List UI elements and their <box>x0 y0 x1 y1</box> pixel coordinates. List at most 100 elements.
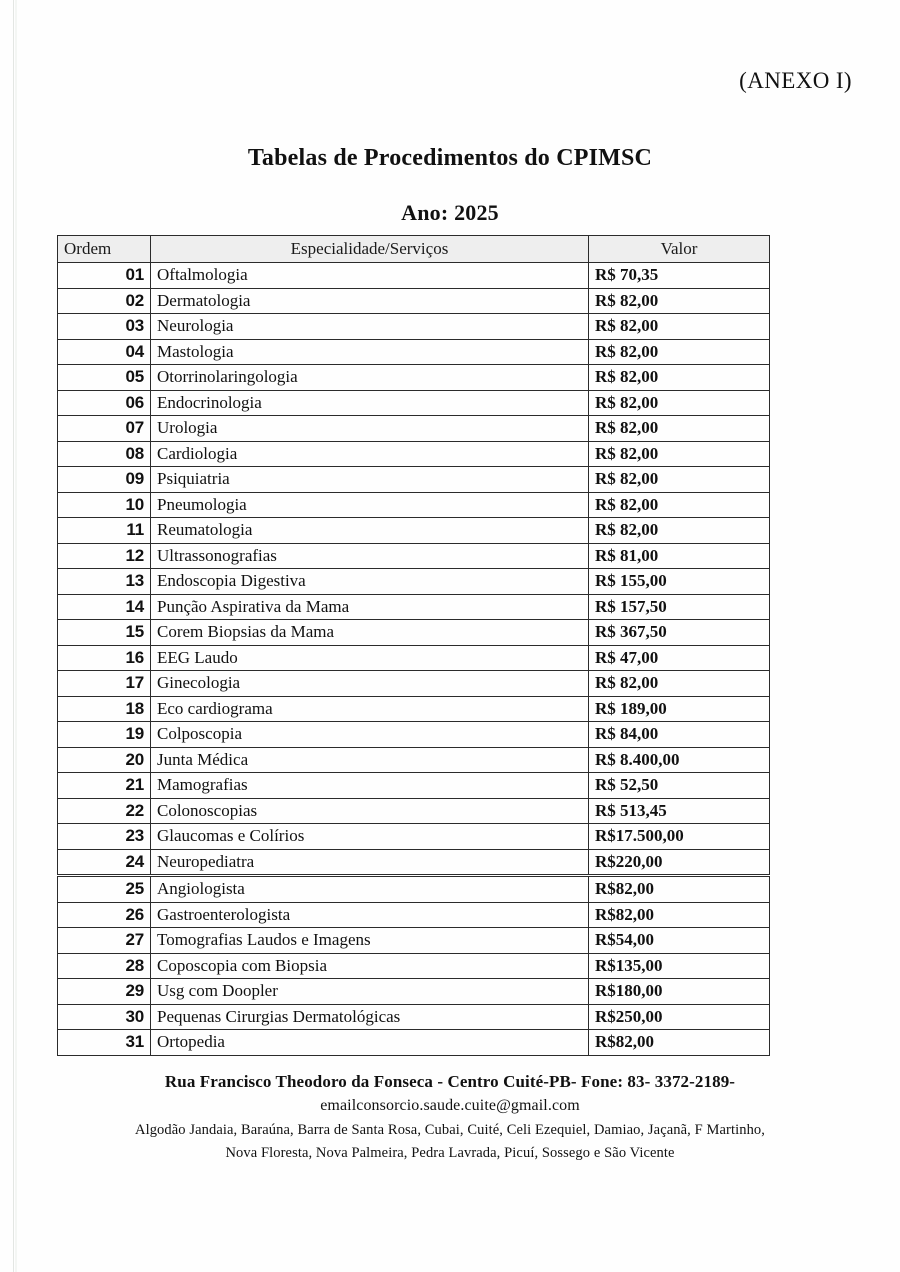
table-row: 28 Coposcopia com Biopsia R$135,00 <box>57 952 770 979</box>
cell-especialidade: Cardiologia <box>150 440 589 467</box>
procedures-table: Ordem Especialidade/Serviços Valor 01 Oft… <box>57 235 770 1056</box>
cell-ordem: 23 <box>57 823 151 850</box>
cell-especialidade: Angiologista <box>150 874 589 903</box>
cell-valor: R$220,00 <box>588 848 770 876</box>
cell-ordem: 27 <box>57 927 151 954</box>
cell-valor: R$135,00 <box>588 952 770 979</box>
page-title: Tabelas de Procedimentos do CPIMSC <box>247 145 653 172</box>
cell-valor: R$ 82,00 <box>588 517 770 544</box>
cell-especialidade: Endocrinologia <box>150 389 589 416</box>
cell-especialidade: Ginecologia <box>150 670 589 697</box>
cell-especialidade: Neuropediatra <box>150 848 589 876</box>
cell-ordem: 12 <box>57 542 151 569</box>
footer-email: emailconsorcio.saude.cuite@gmail.com <box>320 1097 580 1114</box>
table-row: 23 Glaucomas e Colírios R$17.500,00 <box>57 823 770 850</box>
cell-ordem: 05 <box>57 364 151 391</box>
cell-especialidade: Colonoscopias <box>150 797 589 824</box>
table-row: 18 Eco cardiograma R$ 189,00 <box>57 695 770 722</box>
table-row: 06 Endocrinologia R$ 82,00 <box>57 389 770 416</box>
cell-valor: R$ 81,00 <box>588 542 770 569</box>
cell-especialidade: Tomografias Laudos e Imagens <box>150 927 589 954</box>
cell-especialidade: Ultrassonografias <box>150 542 589 569</box>
table-row: 05 Otorrinolaringologia R$ 82,00 <box>57 364 770 391</box>
cell-especialidade: Reumatologia <box>150 517 589 544</box>
cell-ordem: 09 <box>57 466 151 493</box>
table-row: 26 Gastroenterologista R$82,00 <box>57 901 770 928</box>
table-row: 07 Urologia R$ 82,00 <box>57 415 770 442</box>
cell-especialidade: Dermatologia <box>150 287 589 314</box>
annex-label: (ANEXO I) <box>739 68 852 93</box>
cell-valor: R$82,00 <box>588 1029 770 1056</box>
cell-especialidade: Glaucomas e Colírios <box>150 823 589 850</box>
cell-valor: R$82,00 <box>588 901 770 928</box>
cell-valor: R$ 189,00 <box>588 695 770 722</box>
cell-ordem: 15 <box>57 619 151 646</box>
cell-valor: R$ 84,00 <box>588 721 770 748</box>
cell-ordem: 24 <box>57 848 151 876</box>
cell-ordem: 20 <box>57 746 151 773</box>
column-header-valor: Valor <box>588 235 770 263</box>
cell-especialidade: Urologia <box>150 415 589 442</box>
cell-ordem: 04 <box>57 338 151 365</box>
cell-ordem: 29 <box>57 978 151 1005</box>
column-header-ordem: Ordem <box>57 235 151 263</box>
table-row: 12 Ultrassonografias R$ 81,00 <box>57 542 770 569</box>
cell-ordem: 25 <box>57 874 151 903</box>
cell-especialidade: Coposcopia com Biopsia <box>150 952 589 979</box>
table-row: 03 Neurologia R$ 82,00 <box>57 313 770 340</box>
cell-especialidade: Otorrinolaringologia <box>150 364 589 391</box>
cell-especialidade: Eco cardiograma <box>150 695 589 722</box>
cell-ordem: 30 <box>57 1003 151 1030</box>
cell-especialidade: Gastroenterologista <box>150 901 589 928</box>
cell-ordem: 18 <box>57 695 151 722</box>
table-row: 22 Colonoscopias R$ 513,45 <box>57 797 770 824</box>
cell-valor: R$ 82,00 <box>588 415 770 442</box>
table-row: 15 Corem Biopsias da Mama R$ 367,50 <box>57 619 770 646</box>
cell-ordem: 22 <box>57 797 151 824</box>
footer-member-cities-line-1: Algodão Jandaia, Baraúna, Barra de Santa… <box>135 1122 765 1138</box>
table-row: 13 Endoscopia Digestiva R$ 155,00 <box>57 568 770 595</box>
table-row: 29 Usg com Doopler R$180,00 <box>57 978 770 1005</box>
cell-valor: R$ 70,35 <box>588 262 770 289</box>
table-row: 19 Colposcopia R$ 84,00 <box>57 721 770 748</box>
cell-ordem: 13 <box>57 568 151 595</box>
scan-edge-shadow <box>15 0 17 1272</box>
table-header-row: Ordem Especialidade/Serviços Valor <box>57 235 770 263</box>
cell-valor: R$ 82,00 <box>588 364 770 391</box>
cell-especialidade: Mastologia <box>150 338 589 365</box>
table-row: 24 Neuropediatra R$220,00 <box>57 848 770 876</box>
cell-valor: R$54,00 <box>588 927 770 954</box>
table-row: 10 Pneumologia R$ 82,00 <box>57 491 770 518</box>
cell-ordem: 31 <box>57 1029 151 1056</box>
table-row: 30 Pequenas Cirurgias Dermatológicas R$250… <box>57 1003 770 1030</box>
table-row: 08 Cardiologia R$ 82,00 <box>57 440 770 467</box>
table-row: 17 Ginecologia R$ 82,00 <box>57 670 770 697</box>
cell-especialidade: Oftalmologia <box>150 262 589 289</box>
cell-ordem: 10 <box>57 491 151 518</box>
cell-valor: R$ 82,00 <box>588 440 770 467</box>
cell-especialidade: Junta Médica <box>150 746 589 773</box>
cell-valor: R$ 157,50 <box>588 593 770 620</box>
cell-ordem: 21 <box>57 772 151 799</box>
table-row: 02 Dermatologia R$ 82,00 <box>57 287 770 314</box>
cell-ordem: 26 <box>57 901 151 928</box>
table-row: 04 Mastologia R$ 82,00 <box>57 338 770 365</box>
cell-valor: R$ 82,00 <box>588 670 770 697</box>
table-body: 01 Oftalmologia R$ 70,35 02 Dermatologia R$ 8… <box>57 262 770 1056</box>
cell-valor: R$ 82,00 <box>588 491 770 518</box>
footer-address: Rua Francisco Theodoro da Fonseca - Cent… <box>164 1072 736 1091</box>
cell-valor: R$82,00 <box>588 874 770 903</box>
cell-especialidade: Endoscopia Digestiva <box>150 568 589 595</box>
cell-valor: R$ 155,00 <box>588 568 770 595</box>
table-header: Ordem Especialidade/Serviços Valor <box>57 235 770 263</box>
cell-valor: R$ 513,45 <box>588 797 770 824</box>
cell-ordem: 11 <box>57 517 151 544</box>
footer-member-cities-line-2: Nova Floresta, Nova Palmeira, Pedra Lavr… <box>225 1145 675 1161</box>
cell-valor: R$ 82,00 <box>588 389 770 416</box>
cell-ordem: 14 <box>57 593 151 620</box>
cell-especialidade: Pequenas Cirurgias Dermatológicas <box>150 1003 589 1030</box>
cell-valor: R$17.500,00 <box>588 823 770 850</box>
cell-ordem: 08 <box>57 440 151 467</box>
cell-ordem: 28 <box>57 952 151 979</box>
